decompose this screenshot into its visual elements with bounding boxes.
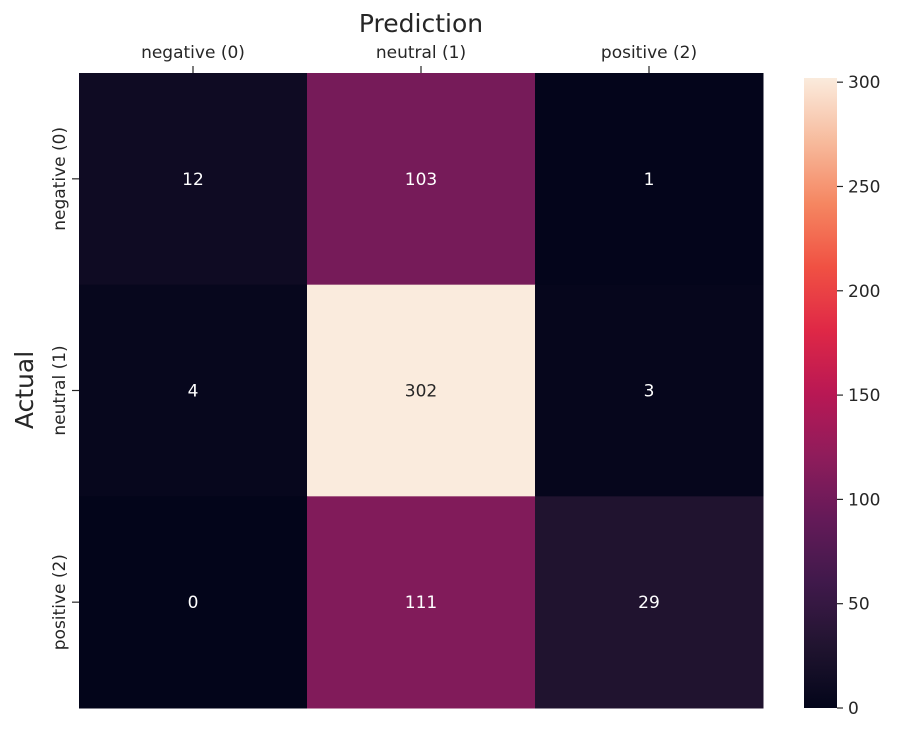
- y-tick-label: positive (2): [50, 554, 70, 650]
- heatmap-cells: [79, 73, 764, 709]
- y-tick-label: neutral (1): [50, 345, 70, 435]
- colorbar-tick-label: 100: [848, 490, 880, 510]
- cell-value-label: 4: [188, 382, 199, 402]
- colorbar-tick-label: 50: [848, 595, 870, 615]
- colorbar-tick-label: 300: [848, 73, 880, 93]
- cell-value-label: 111: [405, 593, 437, 613]
- cell-value-label: 302: [405, 382, 437, 402]
- heatmap-cell: [535, 496, 764, 709]
- cell-value-labels: 12 103 1 4 302 3 0 111 29: [182, 170, 660, 613]
- colorbar-tick-label: 150: [848, 386, 880, 406]
- x-tick-label: neutral (1): [376, 43, 466, 63]
- heatmap-cell: [307, 496, 536, 709]
- cell-value-label: 3: [644, 382, 655, 402]
- x-tick-label: positive (2): [601, 43, 697, 63]
- heatmap-cell: [79, 496, 308, 709]
- heatmap-cell: [79, 73, 308, 286]
- colorbar-tick-label: 0: [848, 699, 859, 719]
- heatmap-cell: [535, 284, 764, 497]
- colorbar-tick-label: 250: [848, 177, 880, 197]
- colorbar: 0 50 100 150 200 250 300: [804, 73, 880, 719]
- x-axis-title: Prediction: [359, 9, 483, 38]
- y-axis: negative (0) neutral (1) positive (2): [50, 127, 79, 650]
- cell-value-label: 29: [638, 593, 660, 613]
- colorbar-gradient: [804, 78, 837, 708]
- cell-value-label: 0: [188, 593, 199, 613]
- cell-value-label: 1: [644, 170, 655, 190]
- x-axis: negative (0) neutral (1) positive (2): [141, 43, 697, 73]
- heatmap-cell: [307, 284, 536, 497]
- y-axis-title: Actual: [10, 351, 39, 429]
- y-tick-label: negative (0): [50, 127, 70, 231]
- heatmap-cell: [535, 73, 764, 286]
- x-tick-label: negative (0): [141, 43, 245, 63]
- cell-value-label: 12: [182, 170, 204, 190]
- colorbar-tick-label: 200: [848, 282, 880, 302]
- cell-value-label: 103: [405, 170, 437, 190]
- heatmap-cell: [79, 284, 308, 497]
- heatmap-cell: [307, 73, 536, 286]
